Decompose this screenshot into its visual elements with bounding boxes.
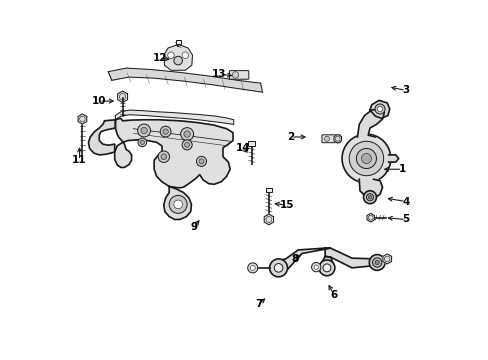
Circle shape [313, 265, 318, 269]
Polygon shape [382, 254, 391, 264]
Circle shape [372, 258, 381, 267]
Circle shape [250, 265, 255, 270]
Circle shape [137, 124, 150, 137]
Polygon shape [264, 214, 273, 225]
Circle shape [183, 131, 190, 137]
Circle shape [274, 264, 282, 272]
Circle shape [141, 127, 147, 134]
Text: 4: 4 [401, 197, 409, 207]
Circle shape [199, 159, 203, 164]
Polygon shape [319, 256, 333, 273]
Circle shape [374, 260, 379, 265]
Text: 13: 13 [212, 69, 226, 79]
Text: 7: 7 [255, 299, 262, 309]
Text: 9: 9 [190, 222, 198, 231]
Circle shape [247, 263, 257, 273]
Circle shape [163, 129, 168, 134]
Circle shape [174, 56, 182, 65]
Circle shape [341, 134, 390, 183]
Circle shape [180, 128, 193, 140]
Circle shape [323, 264, 330, 272]
Circle shape [160, 126, 171, 137]
Circle shape [138, 138, 146, 147]
Text: 3: 3 [402, 85, 408, 95]
Circle shape [184, 142, 189, 147]
Circle shape [161, 154, 166, 159]
Polygon shape [366, 213, 374, 222]
FancyBboxPatch shape [321, 135, 340, 143]
Circle shape [324, 136, 329, 141]
Polygon shape [78, 114, 86, 124]
Circle shape [311, 262, 320, 272]
Polygon shape [357, 109, 384, 137]
Circle shape [319, 260, 334, 276]
Polygon shape [369, 100, 389, 118]
Text: 2: 2 [287, 132, 294, 142]
FancyBboxPatch shape [229, 71, 248, 79]
Circle shape [140, 140, 144, 144]
Polygon shape [388, 155, 398, 162]
Circle shape [174, 200, 182, 209]
Bar [175, 40, 180, 44]
Bar [248, 141, 254, 146]
Polygon shape [325, 248, 376, 268]
Polygon shape [333, 134, 341, 143]
Polygon shape [108, 68, 262, 92]
Circle shape [269, 259, 287, 277]
Circle shape [377, 107, 382, 112]
Text: 10: 10 [92, 96, 106, 106]
Circle shape [158, 151, 169, 162]
Circle shape [232, 72, 238, 78]
Polygon shape [163, 44, 192, 70]
Text: 5: 5 [402, 215, 408, 224]
Polygon shape [115, 110, 233, 125]
Text: 12: 12 [153, 53, 167, 63]
Circle shape [348, 141, 383, 176]
Circle shape [169, 195, 187, 213]
Polygon shape [115, 118, 233, 188]
Text: 6: 6 [330, 290, 337, 300]
Text: 11: 11 [72, 155, 86, 165]
Circle shape [361, 153, 371, 163]
Bar [265, 188, 271, 192]
Circle shape [167, 52, 174, 58]
Polygon shape [276, 248, 330, 274]
Circle shape [182, 140, 192, 150]
Text: 15: 15 [280, 200, 294, 210]
Text: 1: 1 [398, 164, 405, 174]
Circle shape [374, 104, 384, 114]
Circle shape [368, 255, 384, 270]
Circle shape [367, 195, 371, 199]
Text: 8: 8 [290, 254, 298, 264]
Polygon shape [359, 179, 382, 199]
Circle shape [356, 148, 376, 168]
Polygon shape [117, 91, 127, 103]
Circle shape [196, 156, 206, 166]
Text: 14: 14 [235, 143, 249, 153]
Circle shape [363, 191, 376, 204]
Polygon shape [163, 186, 191, 220]
Circle shape [366, 194, 373, 201]
Circle shape [182, 52, 188, 58]
Polygon shape [88, 120, 115, 155]
